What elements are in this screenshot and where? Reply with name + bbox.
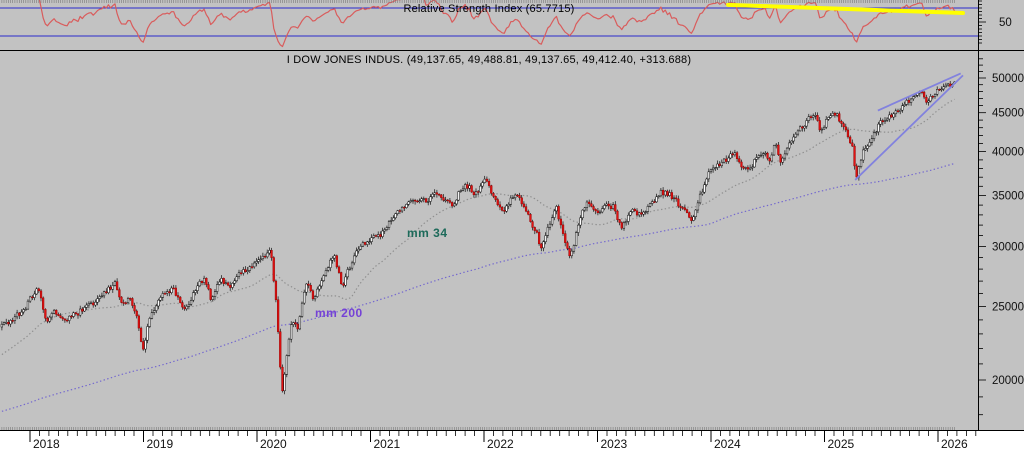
svg-text:2026: 2026	[941, 437, 968, 451]
rsi-divergence-trendline	[726, 2, 965, 16]
svg-text:40000: 40000	[992, 147, 1024, 159]
rsi-mid-level-label: 50	[999, 17, 1012, 29]
svg-text:25000: 25000	[992, 302, 1024, 314]
ma200-line	[1, 162, 955, 412]
svg-text:50000: 50000	[992, 73, 1024, 85]
svg-text:45000: 45000	[992, 108, 1024, 120]
svg-text:20000: 20000	[992, 375, 1024, 387]
svg-text:2021: 2021	[374, 437, 401, 451]
candlesticks	[0, 81, 956, 395]
svg-text:35000: 35000	[992, 191, 1024, 203]
bottom-axis[interactable]: 2018 2019 2020 2021 2022 2023 2024 2025 2026	[29, 431, 977, 451]
weekly-ticks	[1, 0, 955, 430]
svg-text:2018: 2018	[33, 437, 60, 451]
price-panel	[0, 72, 964, 412]
svg-text:30000: 30000	[992, 241, 1024, 253]
svg-text:2025: 2025	[828, 437, 855, 451]
rsi-panel	[0, 0, 978, 48]
wedge-upper-trendline	[877, 72, 962, 112]
svg-text:2020: 2020	[260, 437, 287, 451]
svg-text:2022: 2022	[487, 437, 514, 451]
right-axis[interactable]: 20000 25000 30000 35000 40000 45000 50000 50	[978, 0, 1024, 416]
svg-text:2019: 2019	[147, 437, 174, 451]
svg-text:2024: 2024	[714, 437, 741, 451]
svg-text:2023: 2023	[601, 437, 628, 451]
ma34-line	[1, 98, 955, 356]
wedge-lower-trendline	[854, 74, 964, 181]
